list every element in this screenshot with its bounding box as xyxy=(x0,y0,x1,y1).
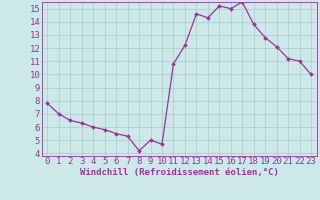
X-axis label: Windchill (Refroidissement éolien,°C): Windchill (Refroidissement éolien,°C) xyxy=(80,168,279,177)
